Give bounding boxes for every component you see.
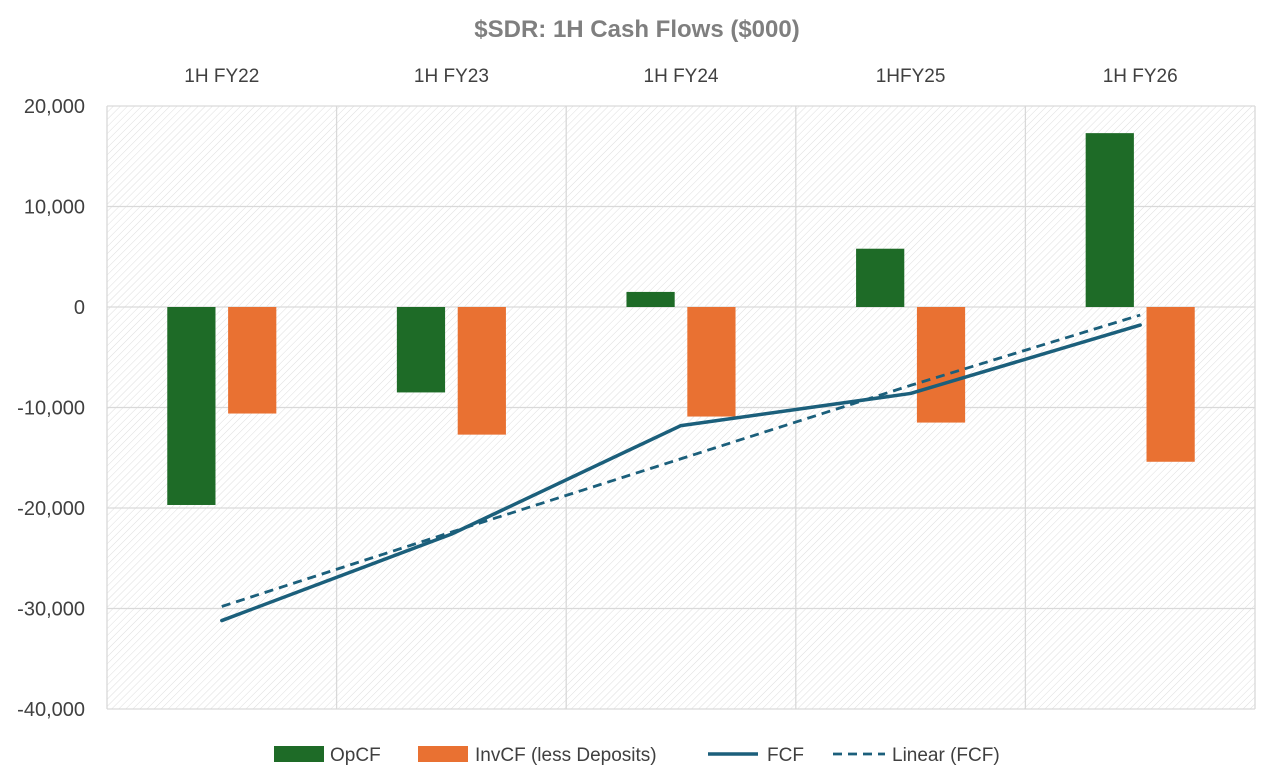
legend-label: FCF bbox=[767, 745, 804, 766]
y-tick-label: -40,000 bbox=[17, 699, 85, 721]
legend-swatch bbox=[274, 746, 324, 762]
category-label: 1H FY24 bbox=[644, 66, 719, 87]
y-tick-label: -20,000 bbox=[17, 498, 85, 520]
bar-opcf bbox=[626, 291, 675, 307]
legend-label: OpCF bbox=[330, 745, 381, 766]
bar-opcf bbox=[1085, 133, 1134, 307]
y-tick-label: 0 bbox=[74, 297, 85, 319]
y-tick-label: 10,000 bbox=[24, 197, 85, 219]
category-label: 1H FY26 bbox=[1103, 66, 1178, 87]
bar-invcf-less-deposits bbox=[457, 307, 506, 435]
legend-label: InvCF (less Deposits) bbox=[475, 745, 657, 766]
fcf-line bbox=[220, 323, 1142, 623]
category-label: 1HFY25 bbox=[876, 66, 946, 87]
bar-opcf bbox=[856, 248, 905, 307]
bar-invcf-less-deposits bbox=[916, 307, 966, 423]
y-tick-label: 20,000 bbox=[24, 96, 85, 118]
category-label: 1H FY23 bbox=[414, 66, 489, 87]
legend-label: Linear (FCF) bbox=[892, 745, 1000, 766]
category-label: 1H FY22 bbox=[184, 66, 259, 87]
y-tick-label: -30,000 bbox=[17, 599, 85, 621]
fcf-trendline bbox=[221, 313, 1141, 608]
bar-invcf-less-deposits bbox=[228, 307, 277, 414]
legend-swatch bbox=[418, 746, 468, 762]
bar-opcf bbox=[167, 307, 216, 505]
bar-invcf-less-deposits bbox=[687, 307, 736, 417]
y-tick-label: -10,000 bbox=[17, 398, 85, 420]
chart-title: $SDR: 1H Cash Flows ($000) bbox=[474, 16, 799, 43]
bar-opcf bbox=[396, 307, 446, 393]
bar-invcf-less-deposits bbox=[1146, 307, 1195, 462]
